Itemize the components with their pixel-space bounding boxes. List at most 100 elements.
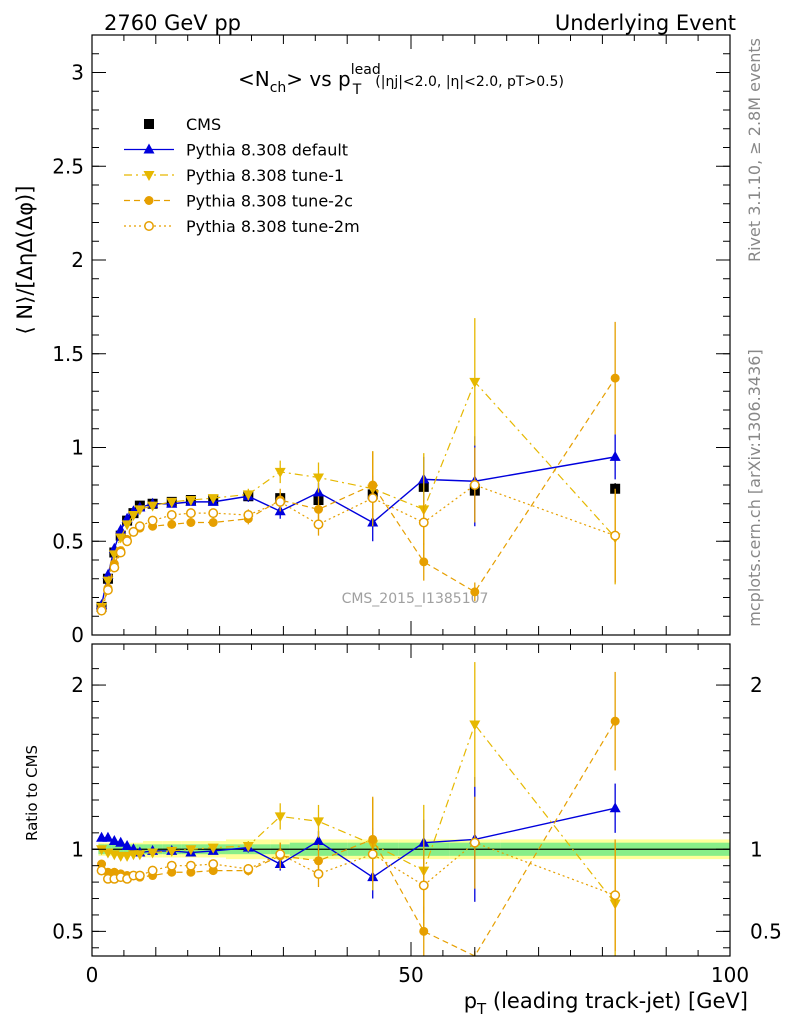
- ratio-point-tune1: [274, 812, 286, 823]
- data-point-tune1: [147, 501, 159, 512]
- xlabel-p: p: [464, 989, 477, 1013]
- xlabel-sub: T: [476, 1000, 487, 1018]
- xtick-label: 50: [398, 963, 423, 987]
- data-point-tune1: [207, 494, 219, 505]
- data-point-tune2c: [470, 587, 480, 597]
- data-point-tune1: [242, 490, 254, 501]
- data-point-tune1: [127, 511, 139, 521]
- ratio-point-tune1: [469, 720, 481, 731]
- data-point-tune2m: [208, 508, 219, 519]
- data-point-tune2m: [96, 605, 107, 616]
- data-point-tune1: [274, 467, 286, 478]
- legend-label: CMS: [186, 115, 221, 134]
- ratio-ytick-label: 2: [71, 673, 84, 697]
- legend-marker: [144, 119, 154, 129]
- data-point-tune2m: [166, 510, 177, 520]
- data-point-tune1: [115, 533, 127, 544]
- x-axis-label: pT (leading track-jet) [GeV]: [464, 989, 748, 1018]
- data-point-tune1: [134, 505, 146, 516]
- ratio-point-tune1: [207, 843, 219, 854]
- legend-marker: [143, 143, 155, 154]
- series-line-default: [100, 456, 616, 606]
- data-point-tune2m: [128, 526, 139, 537]
- data-point-tune2c: [313, 504, 323, 514]
- data-point-tune1: [121, 520, 133, 531]
- header-left: 2760 GeV pp: [104, 11, 241, 35]
- legend: CMS Pythia 8.308 default Pythia 8.308 tune…: [124, 115, 360, 236]
- main-ytick-label: 2.5: [52, 154, 84, 178]
- ratio-series-tune1: [96, 662, 621, 956]
- ratio-series-tune2c: [97, 671, 620, 957]
- mcplots-label: mcplots.cern.ch [arXiv:1306.3436]: [745, 349, 764, 626]
- main-ytick-label: 2: [71, 248, 84, 272]
- ratio-point-tune2c: [419, 926, 429, 936]
- data-point-tune2m: [418, 517, 429, 528]
- data-point-tune2m: [109, 562, 120, 573]
- legend-marker: [144, 221, 154, 231]
- main-ylabel: ⟨ N⟩/[ΔηΔ(Δφ)]: [13, 186, 37, 335]
- ratio-panel-marks: [92, 662, 730, 957]
- main-ytick-label: 0: [71, 623, 84, 647]
- legend-entry-tune1: Pythia 8.308 tune-1: [124, 166, 344, 185]
- ratio-point-tune2m: [147, 865, 158, 876]
- header-right: Underlying Event: [555, 11, 736, 35]
- data-point-tune2c: [208, 518, 218, 527]
- ratio-line-tune2m: [101, 842, 616, 896]
- data-point-tune1: [185, 496, 197, 506]
- ratio-ytick-label: 1: [71, 837, 84, 861]
- ratio-point-tune2m: [185, 860, 196, 871]
- rivet-version-label: Rivet 3.1.10, ≥ 2.8M events: [745, 38, 764, 262]
- ratio-point-tune2m: [275, 849, 286, 860]
- series-tune2m: [96, 447, 621, 616]
- ratio-point-tune2m: [166, 860, 177, 871]
- main-ytick-label: 3: [71, 61, 84, 85]
- ratio-series-tune2m: [96, 796, 621, 952]
- ratio-point-tune2c: [610, 716, 620, 726]
- chart-title: <Nch> vs plead T (|ηj|<2.0, |η|<2.0, pT>0.…: [238, 62, 564, 98]
- legend-label: Pythia 8.308 default: [186, 141, 348, 160]
- data-point-tune2c: [167, 519, 177, 529]
- legend-label: Pythia 8.308 tune-1: [186, 166, 344, 185]
- data-point-tune2m: [134, 521, 145, 532]
- ratio-point-default: [115, 836, 127, 847]
- ratio-point-default: [108, 835, 120, 846]
- legend-entry-default: Pythia 8.308 default: [124, 141, 348, 160]
- data-point-tune2c: [419, 557, 429, 567]
- ratio-point-tune1: [185, 845, 197, 856]
- ratio-point-tune1: [242, 841, 254, 852]
- ratio-point-default: [609, 802, 621, 813]
- ratio-point-tune2m: [243, 864, 254, 874]
- ratio-ytick-label-right: 2: [750, 673, 763, 697]
- legend-entry-tune2c: Pythia 8.308 tune-2c: [124, 192, 353, 211]
- data-point-tune2m: [367, 493, 378, 504]
- ratio-point-tune1: [166, 846, 178, 857]
- main-panel-marks: [96, 318, 621, 616]
- series-tune2c: [97, 321, 620, 614]
- ratio-point-tune2m: [134, 870, 145, 881]
- legend-marker: [143, 171, 155, 181]
- xtick-label: 100: [711, 963, 749, 987]
- data-point-tune1: [312, 473, 324, 484]
- legend-label: Pythia 8.308 tune-2m: [186, 217, 360, 236]
- data-point-tune2m: [243, 510, 254, 520]
- legend-entry-cms: CMS: [144, 115, 221, 134]
- data-point-tune2m: [469, 480, 480, 490]
- ratio-line-tune1: [101, 723, 616, 904]
- data-point-tune2m: [610, 530, 621, 541]
- ratio-point-default: [312, 835, 324, 846]
- data-point-tune2m: [185, 508, 196, 519]
- data-point-tune2m: [122, 536, 133, 547]
- data-point-tune2m: [115, 547, 126, 558]
- ratio-point-tune2m: [367, 849, 378, 860]
- ratio-point-tune2m: [313, 868, 324, 879]
- data-point-tune2c: [610, 373, 620, 383]
- data-point-tune2m: [275, 496, 286, 507]
- header: 2760 GeV pp Underlying Event: [104, 11, 736, 35]
- ratio-point-tune2m: [418, 880, 429, 891]
- legend-entry-tune2m: Pythia 8.308 tune-2m: [124, 217, 360, 236]
- data-point-default: [609, 450, 621, 461]
- ratio-point-tune1: [96, 845, 108, 856]
- data-point-tune1: [166, 497, 178, 508]
- ratio-ytick-label-right: 1: [750, 837, 763, 861]
- data-point-tune2m: [313, 519, 324, 530]
